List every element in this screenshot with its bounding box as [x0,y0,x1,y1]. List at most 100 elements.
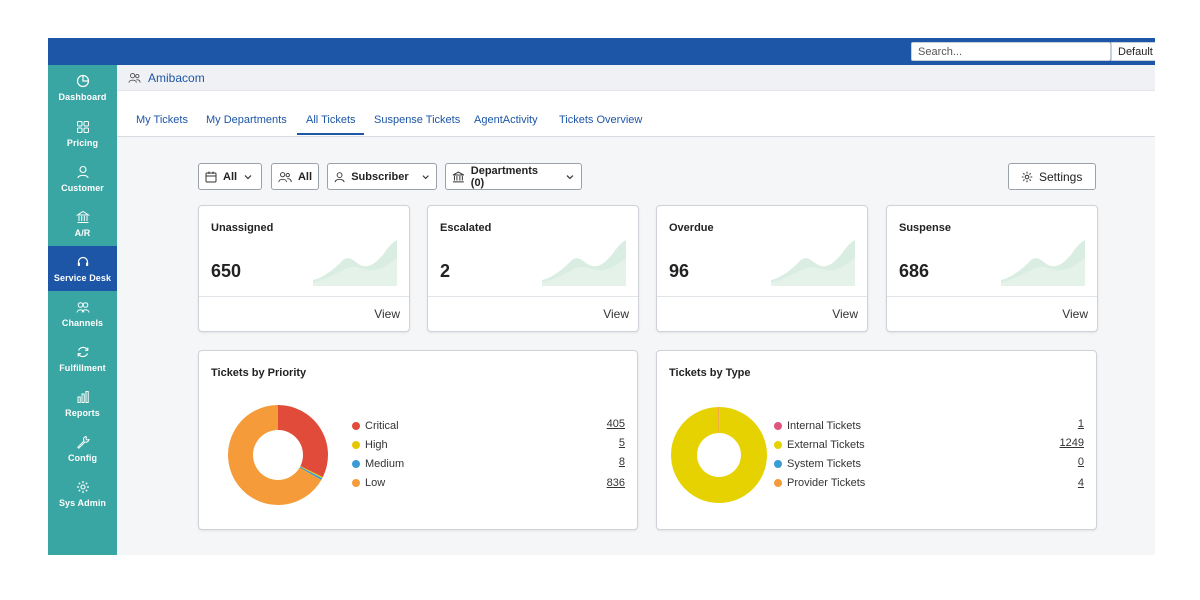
legend-item-low: Low [352,475,385,490]
stat-card-unassigned: Unassigned 650 View [198,205,410,332]
view-link[interactable]: View [832,307,858,321]
legend-item-internal: Internal Tickets [774,418,861,433]
user-icon [76,165,89,178]
stat-card-overdue: Overdue 96 View [656,205,868,332]
chevron-down-icon [422,174,429,179]
external-count-link[interactable]: 1249 [1059,437,1084,449]
legend-item-external: External Tickets [774,437,865,452]
sidebar-item-service-desk[interactable]: Service Desk [48,246,117,291]
panel-title: Tickets by Type [669,367,751,379]
sidebar-item-reports[interactable]: Reports [48,381,117,426]
internal-count-link[interactable]: 1 [1077,418,1084,430]
bank-icon [75,210,90,223]
people-filter-label: All [297,170,312,183]
date-filter-dropdown[interactable]: All [198,163,262,190]
legend-item-critical: Critical [352,418,399,433]
settings-button[interactable]: Settings [1008,163,1096,190]
priority-donut-chart [228,405,328,505]
search-input[interactable]: Search... [911,42,1111,61]
tab-all-tickets[interactable]: All Tickets [306,114,356,126]
stat-title: Unassigned [211,222,274,234]
active-tab-indicator [297,133,364,135]
chevron-down-icon [244,174,252,179]
donut-slice-medium[interactable] [299,466,323,480]
stat-value: 686 [899,261,930,281]
legend-label: Low [365,476,386,489]
high-count-link[interactable]: 5 [618,437,625,449]
legend-label: Medium [365,457,405,470]
legend-item-medium: Medium [352,456,404,471]
sidebar-item-label: Channels [61,317,104,328]
subscriber-dropdown[interactable]: Subscriber [327,163,437,190]
legend-label: Internal Tickets [787,419,861,432]
legend-dot [352,459,360,468]
provider-count-link[interactable]: 4 [1077,477,1084,489]
user-icon [334,171,345,182]
sidebar-item-label: Config [67,452,98,463]
sidebar-item-sys-admin[interactable]: Sys Admin [48,471,117,516]
view-link[interactable]: View [1062,307,1088,321]
departments-label: Departments (0) [470,164,539,189]
sidebar-item-ar[interactable]: A/R [48,201,117,246]
legend-label: External Tickets [787,438,865,451]
stat-card-escalated: Escalated 2 View [427,205,639,332]
view-link[interactable]: View [603,307,629,321]
tab-suspense-tickets[interactable]: Suspense Tickets [374,114,461,126]
settings-label: Settings [1039,169,1083,184]
breadcrumb-label[interactable]: Amibacom [148,70,205,85]
sidebar-item-label: Dashboard [58,92,107,102]
departments-dropdown[interactable]: Departments (0) [445,163,582,190]
sidebar: Dashboard Pricing Customer A/R Service D… [48,65,117,555]
view-link[interactable]: View [374,307,400,321]
dashboard-icon [76,74,89,88]
sidebar-item-config[interactable]: Config [48,426,117,471]
wrench-icon [76,435,90,449]
default-dropdown[interactable]: Default [1111,42,1155,61]
donut-slice-external-tickets[interactable] [671,407,767,503]
tab-agent-activity[interactable]: AgentActivity [474,114,538,126]
stat-value: 96 [669,261,690,281]
tab-my-tickets[interactable]: My Tickets [136,114,188,126]
legend-item-system: System Tickets [774,456,861,471]
critical-count-link[interactable]: 405 [606,418,625,430]
low-count-link[interactable]: 836 [606,477,625,489]
headset-icon [77,256,88,266]
donut-slice-critical[interactable] [277,405,328,478]
sidebar-item-fulfillment[interactable]: Fulfillment [48,336,117,381]
people-filter-button[interactable]: All [271,163,319,190]
sidebar-item-label: Sys Admin [58,497,107,508]
type-donut-chart [671,406,767,503]
sidebar-item-label: Service Desk [53,272,112,283]
bar-chart-icon [77,390,89,403]
grid-icon [76,120,89,133]
legend-dot [352,478,360,487]
sidebar-item-dashboard[interactable]: Dashboard [48,65,117,111]
stat-card-suspense: Suspense 686 View [886,205,1098,332]
sidebar-item-channels[interactable]: Channels [48,291,117,336]
sidebar-item-customer[interactable]: Customer [48,156,117,201]
app-window: Search... Default Dashboard Pricing Cust… [48,38,1155,555]
stat-title: Escalated [440,222,492,234]
top-bar: Search... Default [48,38,1155,65]
sidebar-item-pricing[interactable]: Pricing [48,111,117,156]
sidebar-item-label: A/R [74,227,91,238]
sidebar-item-label: Fulfillment [59,362,106,373]
donut-slice-low[interactable] [228,405,322,505]
stat-title: Overdue [669,222,714,234]
legend-dot [774,459,782,468]
tab-my-departments[interactable]: My Departments [206,114,287,126]
system-count-link[interactable]: 0 [1077,456,1084,468]
medium-count-link[interactable]: 8 [618,456,625,468]
sidebar-item-label: Reports [65,407,100,418]
legend-dot [352,440,360,449]
bank-icon [452,171,465,182]
users-icon [278,171,292,182]
sparkline [313,240,397,286]
tab-tickets-overview[interactable]: Tickets Overview [559,114,643,126]
legend-dot [774,478,782,487]
legend-label: Critical [365,419,399,432]
sidebar-item-label: Customer [61,182,104,193]
sidebar-item-label: Pricing [66,137,99,148]
type-panel: Tickets by Type Internal Tickets Externa… [656,350,1097,530]
main-content: Amibacom My Tickets My Departments All T… [117,65,1155,555]
